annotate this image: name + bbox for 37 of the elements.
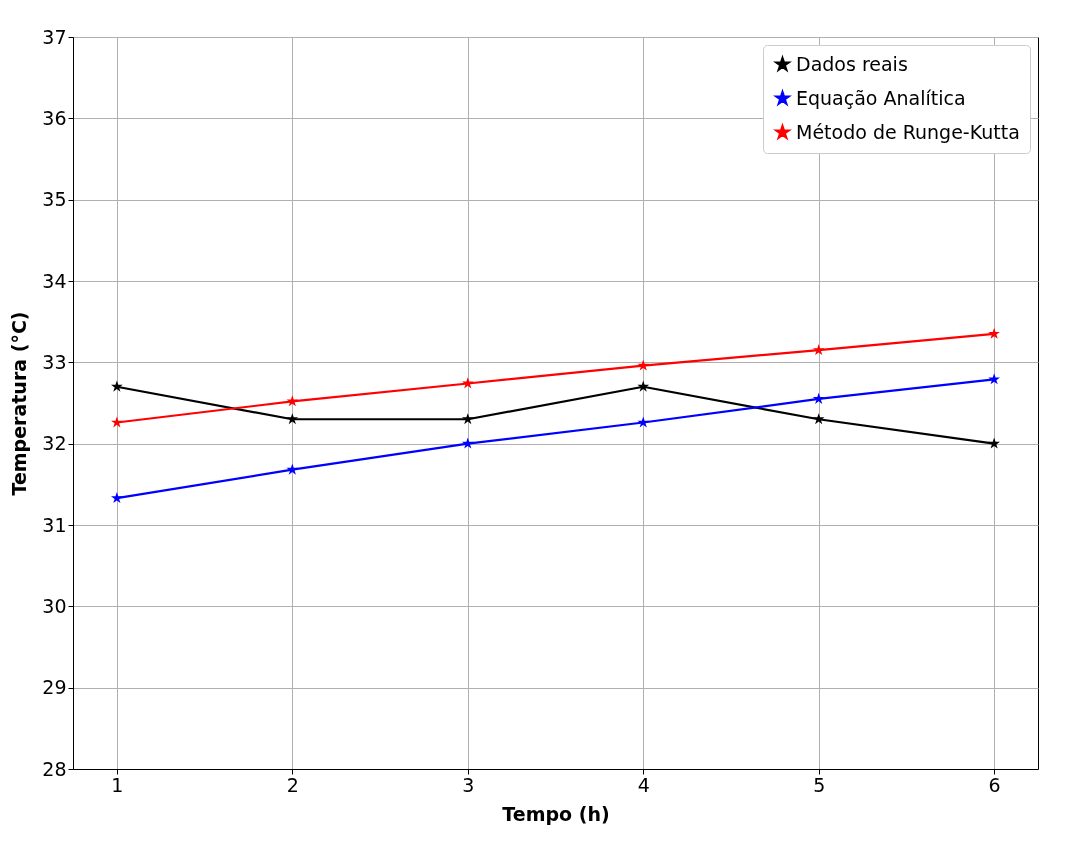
point xyxy=(812,344,825,356)
x-tick-label: 3 xyxy=(462,773,475,796)
legend-label: Dados reais xyxy=(796,52,908,75)
point xyxy=(286,463,299,475)
legend-label: Método de Runge-Kutta xyxy=(796,120,1020,143)
point xyxy=(461,377,474,389)
y-tick-label: 33 xyxy=(42,350,67,373)
y-tick-label: 35 xyxy=(42,188,67,211)
x-axis-title: Tempo (h) xyxy=(502,802,610,825)
y-tick-label: 29 xyxy=(42,676,67,699)
x-tick-label: 1 xyxy=(111,773,124,796)
y-tick-label: 32 xyxy=(42,432,67,455)
legend-label: Equação Analítica xyxy=(796,86,966,109)
y-tick-label: 34 xyxy=(42,269,67,292)
x-tick-label: 2 xyxy=(286,773,299,796)
point xyxy=(111,492,123,504)
x-tick-label: 4 xyxy=(637,773,650,796)
y-axis-title: Temperatura (°C) xyxy=(8,311,31,496)
point xyxy=(637,380,650,392)
point xyxy=(637,416,650,428)
y-tick-label: 37 xyxy=(42,25,67,48)
x-tick-label: 5 xyxy=(813,773,826,796)
y-tick-label: 28 xyxy=(42,757,67,780)
point xyxy=(111,380,123,392)
point xyxy=(461,437,474,449)
point xyxy=(461,413,474,425)
y-tick-label: 36 xyxy=(42,106,67,129)
y-tick-label: 31 xyxy=(42,513,67,536)
point xyxy=(988,327,1000,339)
point xyxy=(812,392,825,404)
point xyxy=(286,395,299,407)
x-tick-label: 6 xyxy=(988,773,1001,796)
point xyxy=(988,437,1000,449)
point xyxy=(286,413,299,425)
y-tick-label: 30 xyxy=(42,594,67,617)
point xyxy=(812,413,825,425)
point xyxy=(637,359,650,371)
